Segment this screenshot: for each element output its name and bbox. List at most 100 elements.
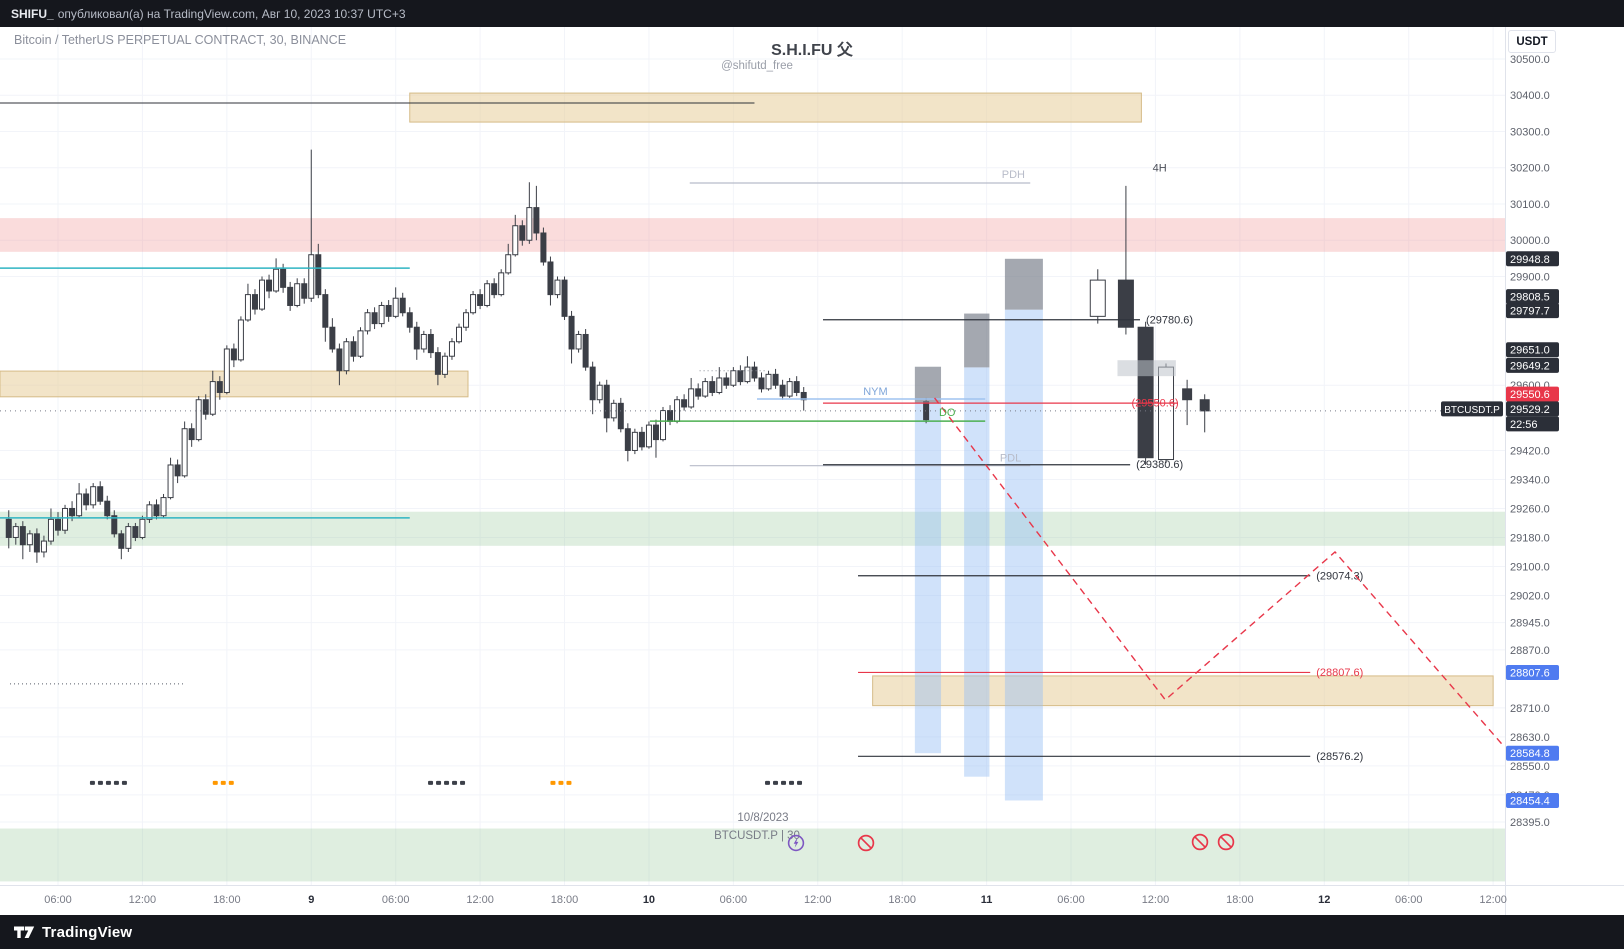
candle-body [758,377,765,390]
currency-toggle-button[interactable]: USDT [1508,30,1556,53]
candle-body [230,348,237,361]
bottom-green-zone [0,828,1505,882]
time-label: 18:00 [551,894,579,906]
price-tick-label: 28870.0 [1510,645,1550,657]
candle-body [174,464,181,477]
candle-body [1137,326,1154,459]
ob-box-4 [1117,360,1176,377]
session-dot [789,780,795,785]
candle-body [19,526,26,546]
ob-box-1 [914,366,942,404]
chart-label-pdl: PDL [1000,453,1021,465]
candle-body [660,410,667,441]
candle-body [695,388,702,397]
candle-body [751,366,758,379]
candle-body [1182,388,1193,401]
price-tick-label: 29900.0 [1510,271,1550,283]
candle-body [413,326,420,350]
price-tick-label: 29420.0 [1510,445,1550,457]
symbol-price-pill-label: BTCUSDT.P [1444,405,1500,416]
watermark-handle: @shifutd_free [721,60,793,72]
session-dot [89,780,95,785]
candle-body [589,366,596,401]
time-axis[interactable]: 06:00 12:00 18:00 9 06:00 12:00 18:00 10 06:00 12… [44,894,1507,906]
chart-label-do: DO [939,407,956,419]
candle-body [540,232,547,263]
candle-body [62,507,69,531]
candle-body [519,225,526,241]
price-pill-label: 29948.8 [1510,254,1550,266]
no-trade-icon[interactable] [1191,833,1209,851]
tradingview-logo[interactable]: TradingView [14,924,132,941]
price-pill [1506,342,1559,358]
time-label: 12:00 [1479,894,1507,906]
session-dot [781,780,787,785]
price-pill [1506,303,1559,319]
session-dot [765,780,771,785]
candle-body [259,279,266,310]
candle-body [702,381,709,397]
candle-body [308,254,315,299]
time-label: 18:00 [213,894,241,906]
symbol-price-pill [1441,401,1503,417]
candle-body [765,373,772,390]
candle-body [737,370,744,383]
watermark-title: S.H.I.FU 父 [771,42,853,59]
price-pill-label: 29529.2 [1510,404,1550,416]
candle-body [294,283,301,306]
candle-body [55,518,61,531]
candle-body [554,279,561,296]
time-label: 12:00 [129,894,157,906]
candle-body [427,333,434,354]
candles-30m [5,149,930,563]
time-label: 18:00 [888,894,916,906]
price-tick-label: 28710.0 [1510,703,1550,715]
candle-body [441,355,448,375]
price-pill [1506,357,1559,373]
candle-body [392,297,399,317]
candle-body [153,504,160,517]
candle-body [111,515,118,535]
session-dot [105,780,111,785]
publish-info-text: опубликовал(а) на TradingView.com, Авг 1… [57,6,406,21]
upper-supply-zone [409,92,1142,123]
chart-label-4h: 4H [1153,162,1167,174]
candle-body [1199,399,1210,412]
chart-label-nym: NYM [863,386,887,398]
time-label: 12 [1318,894,1330,906]
chart-date-label: 10/8/2023 [737,812,789,824]
candle-body [273,268,280,292]
candle-body [1089,279,1106,317]
flash-icon[interactable] [787,834,805,852]
price-tick-label: 29260.0 [1510,503,1550,515]
price-tick-label: 29020.0 [1510,590,1550,602]
session-dot [121,780,127,785]
candle-body [97,486,104,502]
candle-body [202,399,209,415]
price-pill-label: 29797.7 [1510,306,1550,318]
tradingview-logo-icon [14,926,35,938]
candle-body [772,373,779,386]
price-pill [1506,251,1559,267]
candle-body [624,428,631,451]
price-pill [1506,401,1559,417]
candles-4h [1089,185,1210,465]
candle-body [322,294,329,328]
candle-body [681,399,688,408]
extension-strip-3 [1004,309,1043,801]
price-tick-label: 30300.0 [1510,126,1550,138]
no-trade-icon[interactable] [1217,833,1235,851]
candle-body [244,294,251,321]
candle-body [371,312,378,325]
price-axis[interactable]: 30500.0 30400.0 30300.0 30200.0 30100.0 30000… [1441,54,1559,829]
candle-body [399,297,406,314]
level-line-29780-label: (29780.6) [1146,314,1193,326]
no-trade-icon[interactable] [857,834,875,852]
session-marker-dots [89,780,803,785]
candle-body [40,540,47,553]
projection-path [934,397,1505,748]
target-line-28576-label: (28576.2) [1316,751,1363,763]
candle-body [1117,279,1134,328]
price-pill [1506,416,1559,432]
